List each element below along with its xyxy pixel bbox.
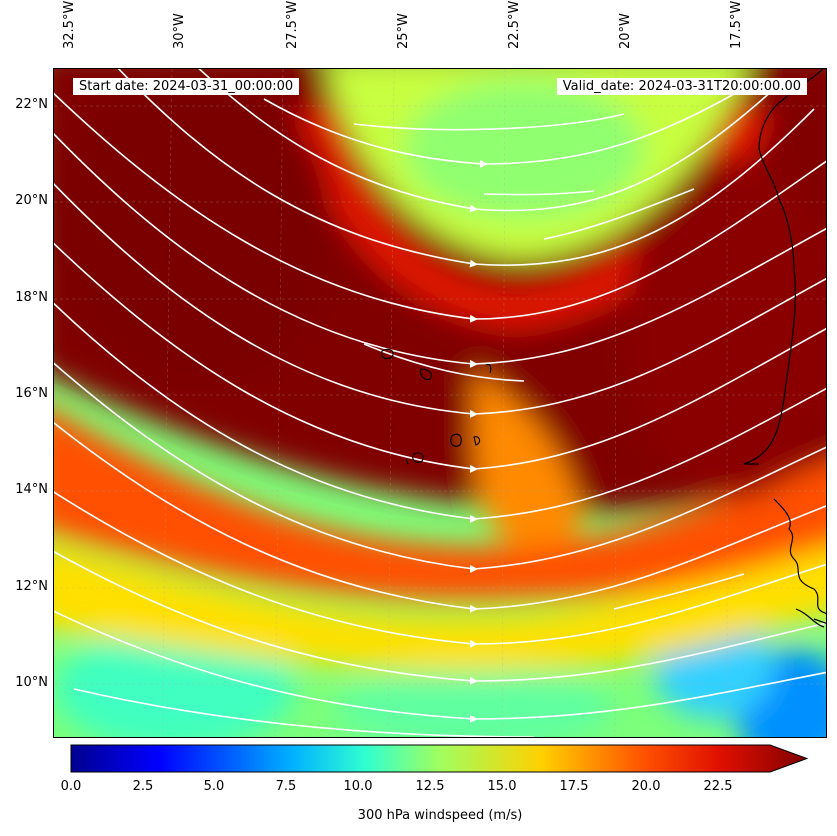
colorbar-tick-10: 10.0 (343, 779, 373, 794)
colorbar-label: 300 hPa windspeed (m/s) (357, 808, 523, 823)
lat-label-22n: 22°N (15, 97, 48, 112)
cape-verde-islands (381, 348, 492, 465)
lat-label-16n: 16°N (15, 386, 48, 401)
colorbar-tick-17-5: 17.5 (559, 779, 589, 794)
coastline (743, 69, 826, 628)
colorbar-tick-5: 5.0 (203, 779, 225, 794)
windspeed-field (54, 69, 826, 737)
lat-label-12n: 12°N (15, 579, 48, 594)
lon-label-27-5w: 27.5°W (285, 0, 300, 49)
start-date-label: Start date: 2024-03-31_00:00:00 (73, 78, 300, 95)
colorbar-tick-22-5: 22.5 (703, 779, 733, 794)
colorbar-body (70, 744, 809, 773)
windspeed-map: Start date: 2024-03-31_00:00:00 Valid_da… (53, 68, 827, 738)
lon-label-20w: 20°W (618, 13, 633, 49)
lon-label-32-5w: 32.5°W (62, 0, 77, 49)
colorbar-tick-20: 20.0 (631, 779, 661, 794)
streamlines (54, 69, 826, 737)
colorbar-tick-0: 0.0 (60, 779, 82, 794)
colorbar-gradient (70, 744, 809, 773)
colorbar-tick-15: 15.0 (487, 779, 517, 794)
lat-label-18n: 18°N (15, 290, 48, 305)
colorbar-tick-12-5: 12.5 (415, 779, 445, 794)
colorbar-tick-2-5: 2.5 (132, 779, 154, 794)
colorbar (70, 744, 809, 773)
lon-label-30w: 30°W (172, 13, 187, 49)
field-contours (54, 69, 826, 737)
lon-label-25w: 25°W (396, 13, 411, 49)
lat-label-14n: 14°N (15, 482, 48, 497)
lon-label-17-5w: 17.5°W (729, 0, 744, 49)
lon-label-22-5w: 22.5°W (507, 0, 522, 49)
lat-label-20n: 20°N (15, 193, 48, 208)
valid-date-label: Valid_date: 2024-03-31T20:00:00.00 (556, 78, 807, 95)
colorbar-tick-7-5: 7.5 (275, 779, 297, 794)
lat-label-10n: 10°N (15, 675, 48, 690)
